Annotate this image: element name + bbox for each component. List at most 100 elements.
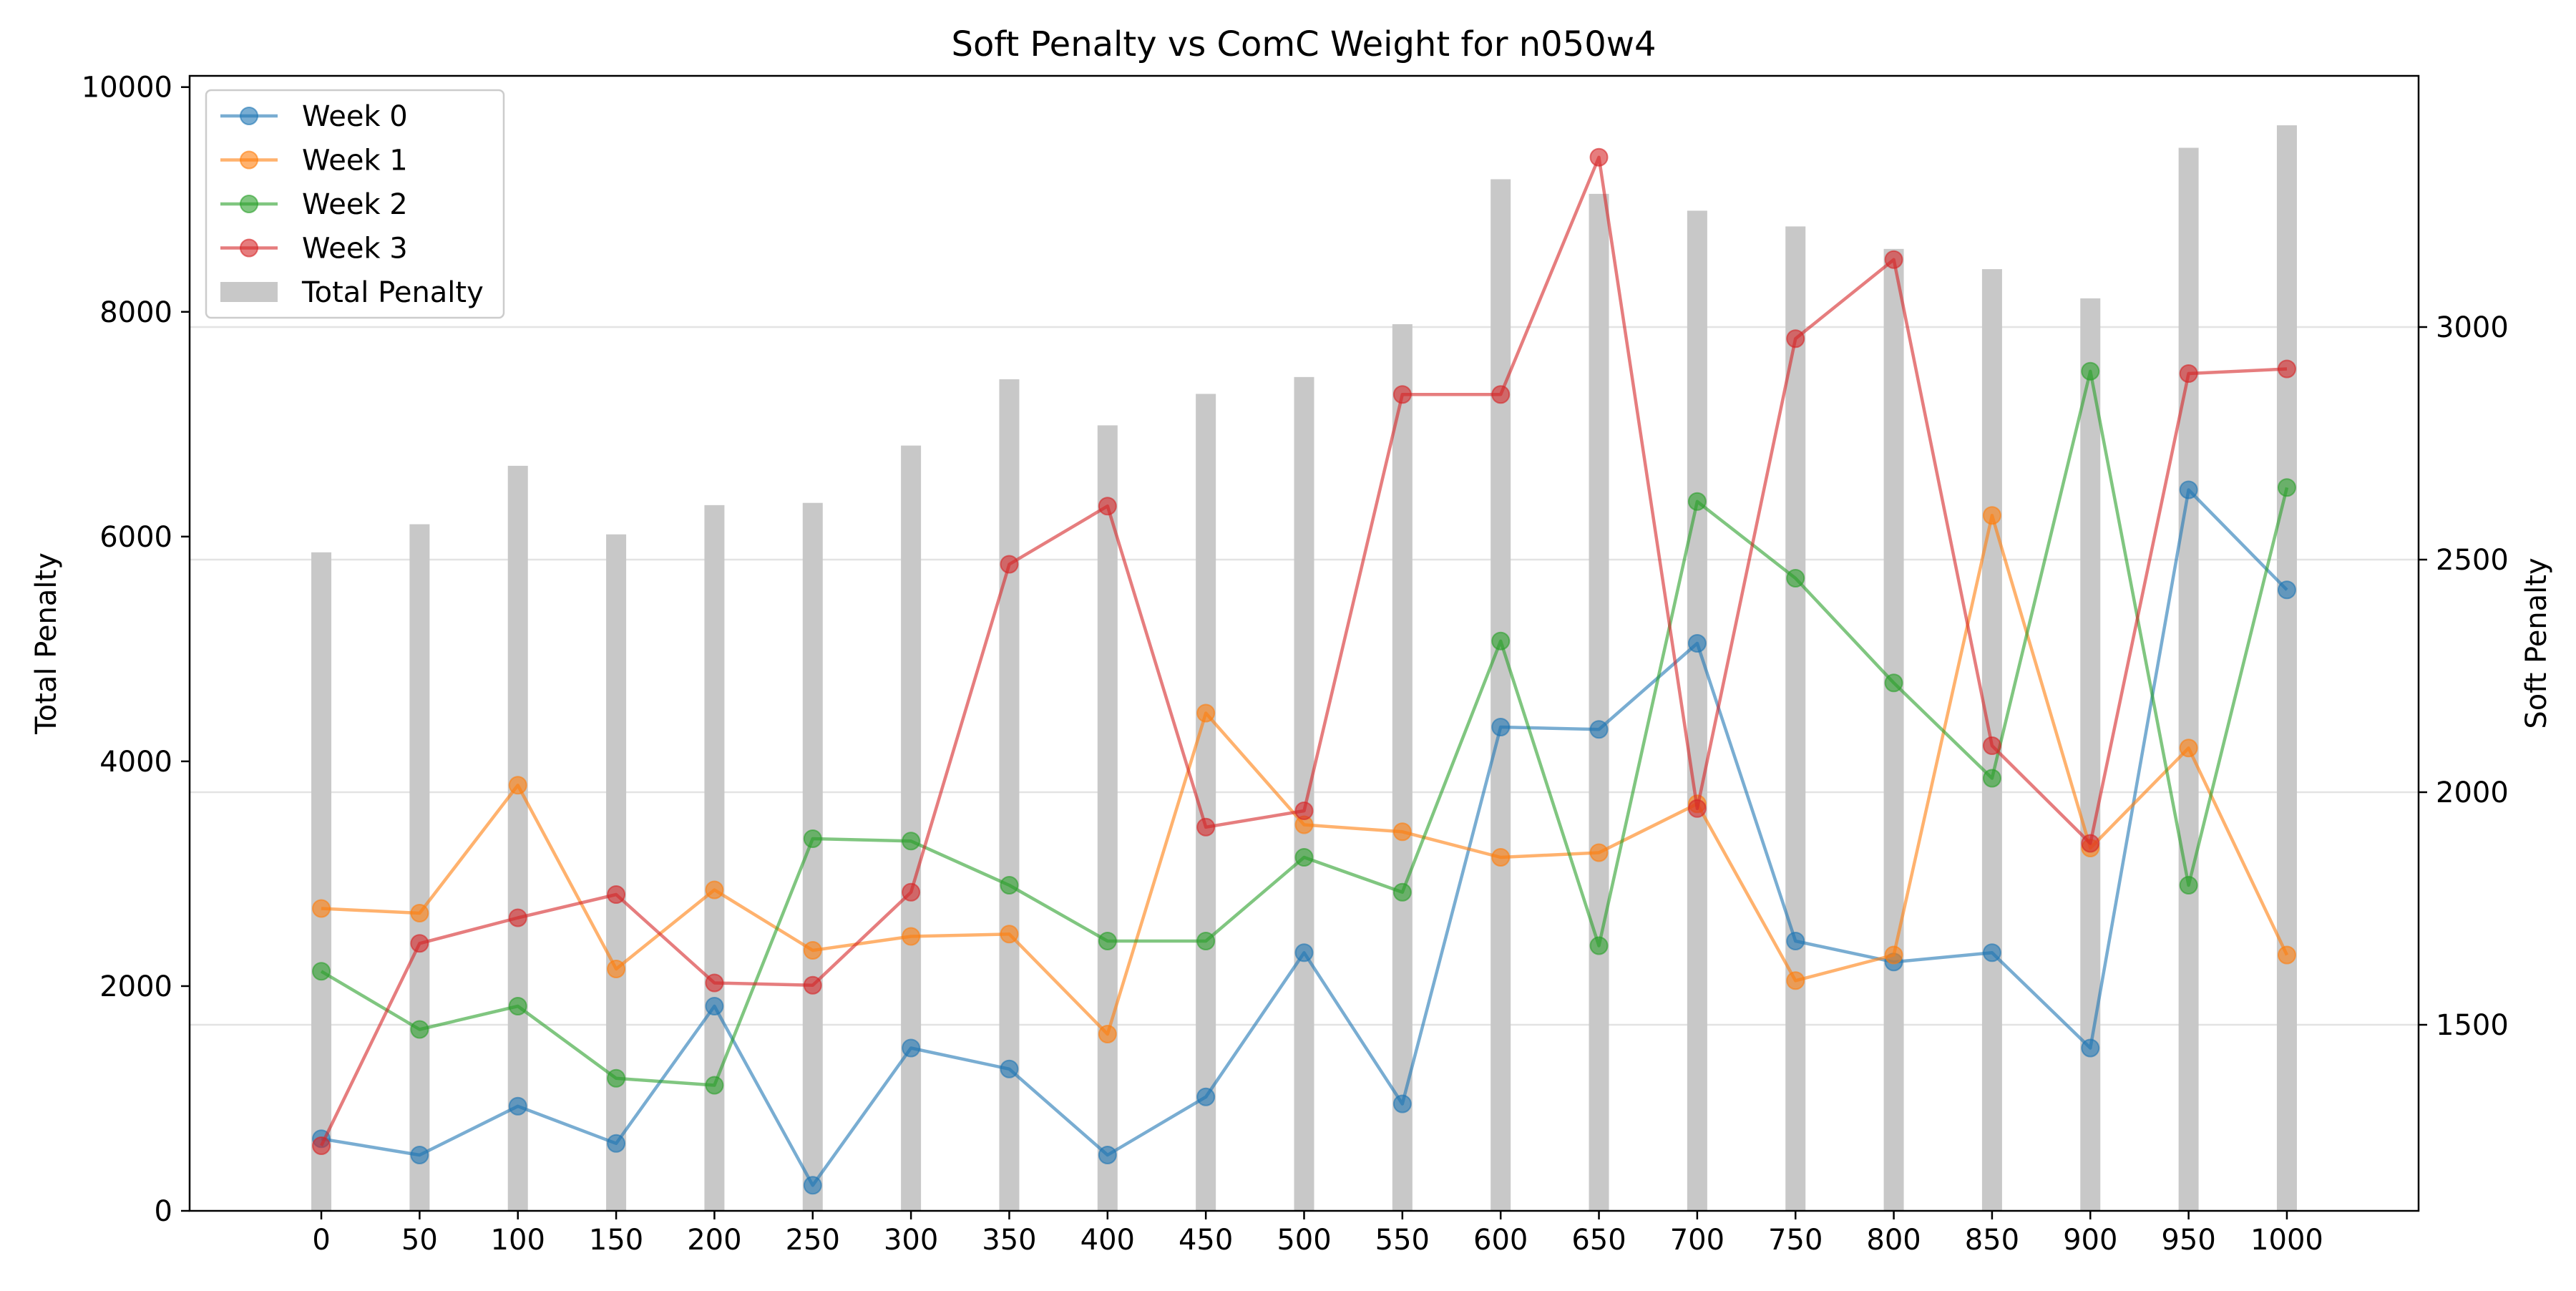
x-tick-label: 450 bbox=[1179, 1224, 1233, 1257]
legend-label: Week 0 bbox=[302, 100, 408, 133]
data-point bbox=[1687, 492, 1707, 511]
data-point bbox=[312, 1136, 331, 1155]
data-point bbox=[1196, 1087, 1216, 1106]
data-point bbox=[1392, 1094, 1412, 1114]
bar bbox=[2178, 147, 2199, 1211]
data-point bbox=[705, 880, 724, 900]
data-point bbox=[1000, 876, 1019, 895]
data-point bbox=[2081, 834, 2100, 853]
left-y-tick-label: 8000 bbox=[99, 296, 172, 329]
data-point bbox=[1000, 1059, 1019, 1078]
data-point bbox=[1294, 848, 1314, 867]
data-point bbox=[705, 973, 724, 993]
data-point bbox=[1687, 634, 1707, 653]
data-point bbox=[1982, 506, 2001, 525]
bar bbox=[1392, 324, 1413, 1211]
x-tick-label: 1000 bbox=[2250, 1224, 2323, 1257]
bar bbox=[1294, 376, 1314, 1211]
right-y-tick-label: 1500 bbox=[2436, 1009, 2509, 1042]
x-tick-label: 0 bbox=[312, 1224, 330, 1257]
x-tick-label: 900 bbox=[2063, 1224, 2117, 1257]
legend-item: Week 1 bbox=[220, 145, 408, 177]
data-point bbox=[1491, 848, 1511, 867]
x-tick-label: 600 bbox=[1473, 1224, 1528, 1257]
data-point bbox=[410, 934, 429, 953]
data-point bbox=[902, 927, 921, 946]
data-point bbox=[1982, 943, 2001, 963]
x-tick-label: 700 bbox=[1670, 1224, 1724, 1257]
legend-item: Week 3 bbox=[220, 233, 408, 265]
data-point bbox=[1491, 631, 1511, 651]
data-point bbox=[410, 1020, 429, 1039]
bar bbox=[1687, 210, 1707, 1211]
bar bbox=[2080, 298, 2101, 1211]
legend-item: Week 0 bbox=[220, 100, 408, 133]
data-point bbox=[1786, 932, 1805, 950]
data-point bbox=[1294, 802, 1314, 820]
data-point bbox=[1786, 569, 1805, 588]
bar bbox=[311, 552, 332, 1211]
legend: Week 0 Week 1 Week 2 Week 3 Total Penalty bbox=[205, 89, 505, 319]
data-point bbox=[705, 1076, 724, 1095]
bar-layer bbox=[311, 125, 2297, 1212]
data-point bbox=[1196, 932, 1216, 950]
x-tick-label: 400 bbox=[1080, 1224, 1135, 1257]
data-point bbox=[1589, 843, 1609, 862]
data-point bbox=[410, 904, 429, 922]
x-tick-label: 300 bbox=[884, 1224, 938, 1257]
legend-label: Week 3 bbox=[302, 233, 408, 265]
data-point bbox=[2179, 364, 2198, 383]
left-y-tick-label: 0 bbox=[155, 1195, 172, 1228]
left-y-tick-label: 4000 bbox=[99, 746, 172, 779]
x-tick-label: 800 bbox=[1866, 1224, 1921, 1257]
data-point bbox=[410, 1146, 429, 1164]
data-point bbox=[2081, 1038, 2100, 1058]
bar bbox=[507, 465, 528, 1211]
legend-label: Total Penalty bbox=[301, 276, 484, 309]
data-point bbox=[1884, 673, 1903, 693]
data-point bbox=[312, 899, 331, 918]
bar bbox=[1883, 248, 1904, 1212]
data-point bbox=[1491, 385, 1511, 404]
data-point bbox=[902, 832, 921, 851]
data-point bbox=[902, 1038, 921, 1058]
right-y-tick-label: 2000 bbox=[2436, 776, 2509, 809]
data-point bbox=[2277, 580, 2296, 600]
data-point bbox=[1098, 497, 1117, 516]
legend-marker bbox=[240, 195, 258, 213]
x-tick-label: 150 bbox=[589, 1224, 643, 1257]
series-group bbox=[312, 361, 2296, 1095]
legend-bar-swatch bbox=[220, 282, 278, 302]
bar bbox=[1785, 226, 1806, 1211]
right-y-tick-label: 2500 bbox=[2436, 544, 2509, 577]
bar bbox=[704, 505, 725, 1211]
x-tick-label: 350 bbox=[982, 1224, 1036, 1257]
data-point bbox=[803, 1176, 822, 1195]
bar bbox=[409, 524, 430, 1211]
data-point bbox=[312, 962, 331, 981]
x-tick-label: 550 bbox=[1375, 1224, 1430, 1257]
data-point bbox=[1196, 817, 1216, 837]
legend-marker bbox=[240, 150, 258, 170]
data-point bbox=[1392, 882, 1412, 902]
legend-marker bbox=[240, 238, 258, 258]
legend-item: Total Penalty bbox=[220, 276, 484, 309]
data-point bbox=[1392, 385, 1412, 404]
data-point bbox=[2179, 480, 2198, 500]
x-tick-label: 100 bbox=[491, 1224, 545, 1257]
x-tick-label: 750 bbox=[1768, 1224, 1823, 1257]
bar bbox=[606, 534, 627, 1211]
data-point bbox=[607, 1134, 626, 1153]
data-point bbox=[607, 885, 626, 904]
legend-frame bbox=[205, 89, 505, 319]
data-point bbox=[803, 975, 822, 995]
line-layer bbox=[312, 147, 2296, 1195]
data-point bbox=[1786, 971, 1805, 990]
data-point bbox=[508, 908, 527, 927]
x-tick-label: 950 bbox=[2161, 1224, 2215, 1257]
data-point bbox=[508, 997, 527, 1015]
data-point bbox=[508, 776, 527, 795]
right-y-axis-label: Soft Penalty bbox=[2520, 557, 2553, 729]
